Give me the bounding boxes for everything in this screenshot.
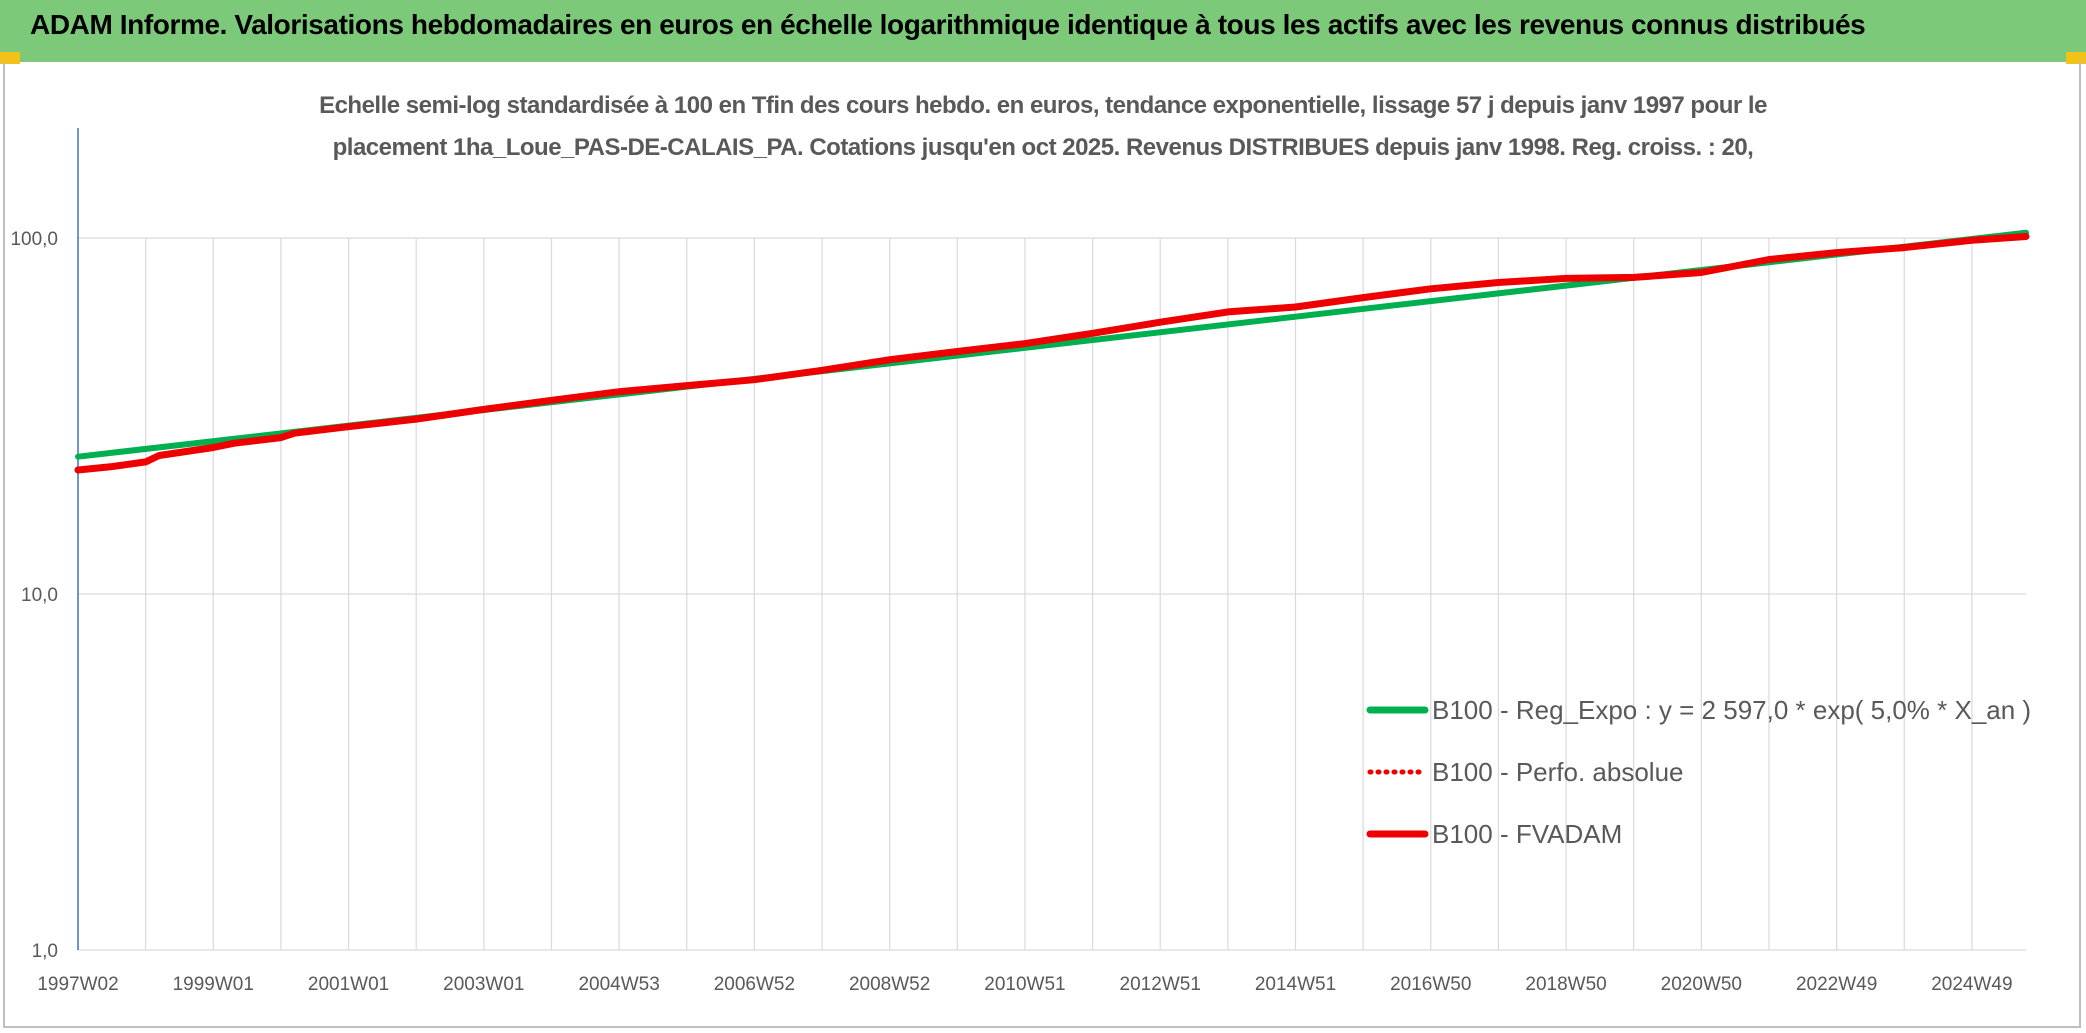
series-layer — [74, 229, 2030, 474]
corner-mark-right — [2066, 52, 2086, 64]
x-tick-label: 2016W50 — [1390, 974, 1471, 995]
x-tick-label: 2012W51 — [1120, 974, 1201, 995]
y-tick-label: 1,0 — [32, 941, 58, 962]
x-tick-label: 2006W52 — [714, 974, 795, 995]
x-tick-label: 2001W01 — [308, 974, 389, 995]
x-tick-label: 2004W53 — [578, 974, 659, 995]
x-tick-label: 1997W02 — [37, 974, 118, 995]
y-tick-label: 100,0 — [10, 229, 58, 250]
x-tick-label: 2022W49 — [1796, 974, 1877, 995]
x-tick-label: 2020W50 — [1661, 974, 1742, 995]
x-tick-label: 2003W01 — [443, 974, 524, 995]
x-tick-label: 2008W52 — [849, 974, 930, 995]
chart-frame — [3, 62, 2081, 1028]
corner-mark-left — [0, 52, 20, 64]
chart-subtitle-line-1: Echelle semi-log standardisée à 100 en T… — [319, 92, 1767, 119]
legend: B100 - Reg_Expo : y = 2 597,0 * exp( 5,0… — [1366, 695, 2031, 849]
axis-layer: 100,0 10,0 1,0 1997W02 1999W01 2001W01 2003W01… — [10, 128, 2013, 995]
x-tick-label: 2024W49 — [1931, 974, 2012, 995]
x-tick-label: 2014W51 — [1255, 974, 1336, 995]
y-tick-label: 10,0 — [21, 585, 58, 606]
x-tick-label: 2010W51 — [984, 974, 1065, 995]
grid-layer — [77, 237, 2026, 951]
legend-entry-perfo-absolue-label: B100 - Perfo. absolue — [1432, 757, 1684, 787]
x-tick-label: 2018W50 — [1525, 974, 1606, 995]
header-bar: ADAM Informe. Valorisations hebdomadaire… — [0, 0, 2086, 62]
series-line-fvadam — [74, 233, 2030, 474]
legend-entry-regression-label: B100 - Reg_Expo : y = 2 597,0 * exp( 5,0… — [1432, 695, 2031, 725]
x-tick-label: 1999W01 — [173, 974, 254, 995]
page-title: ADAM Informe. Valorisations hebdomadaire… — [30, 9, 1866, 40]
chart-subtitle-line-2: placement 1ha_Loue_PAS-DE-CALAIS_PA. Cot… — [332, 134, 1754, 161]
legend-entry-fvadam-label: B100 - FVADAM — [1432, 819, 1622, 849]
